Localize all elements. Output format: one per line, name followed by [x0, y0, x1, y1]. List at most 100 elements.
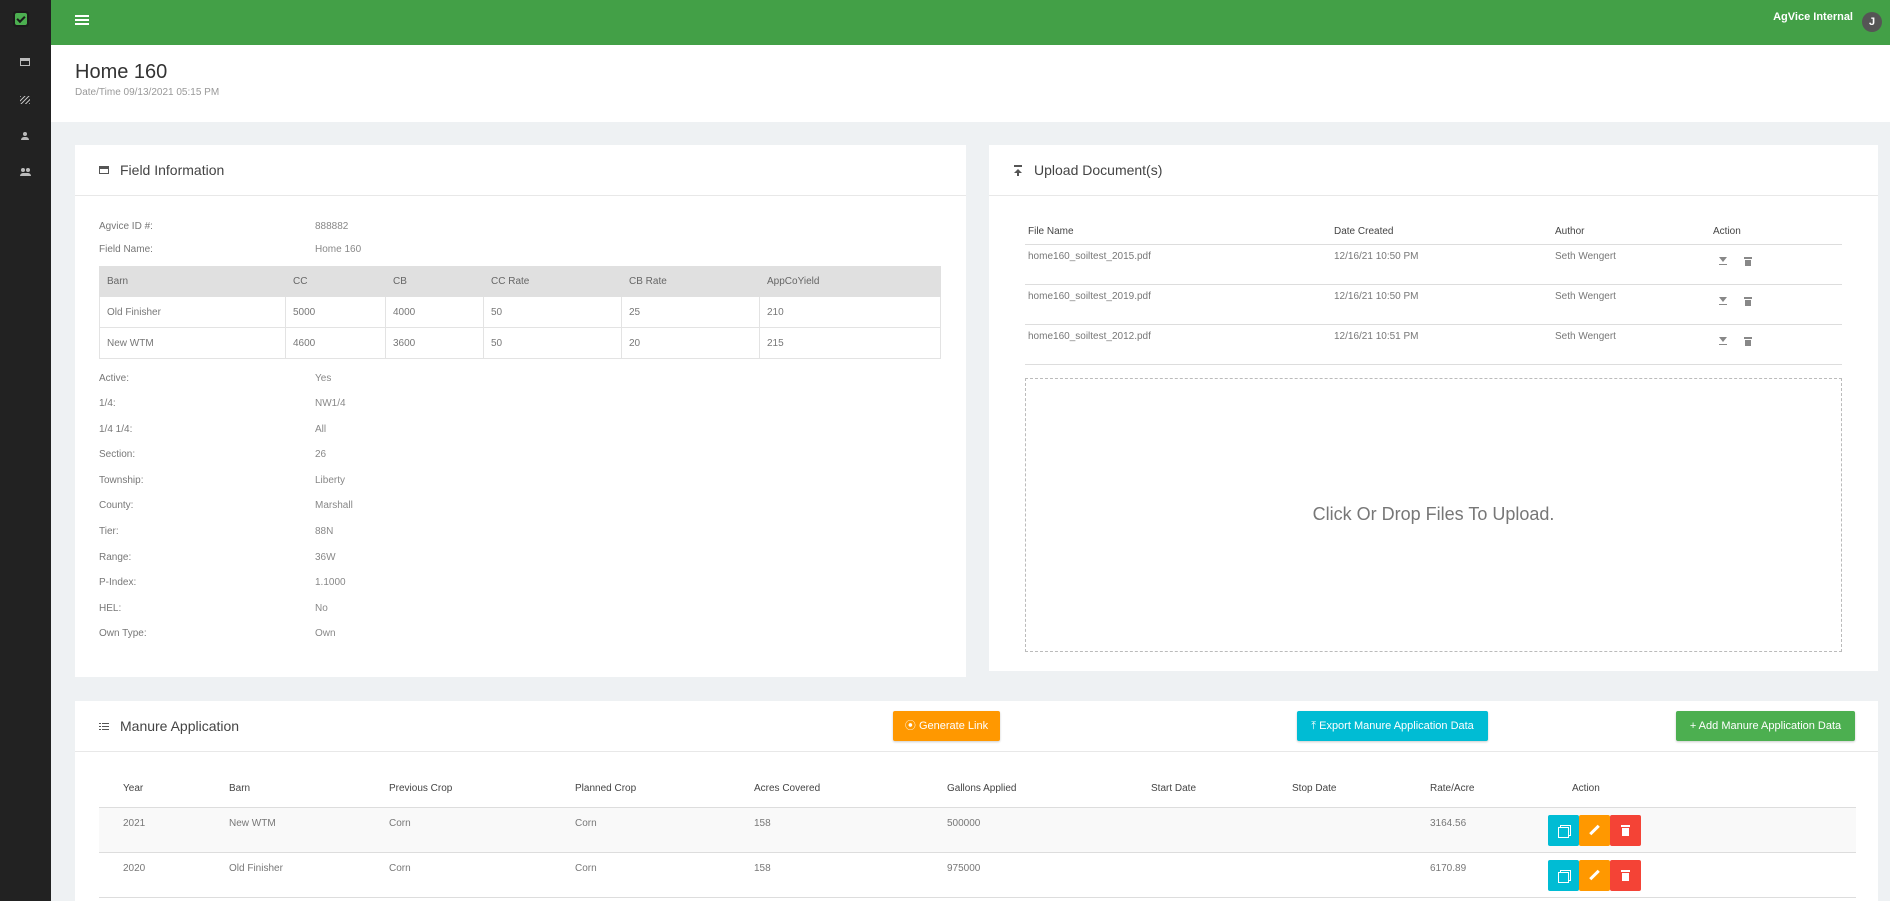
store-icon [99, 166, 109, 174]
table-cell: New WTM [99, 327, 286, 359]
rate-cell: 6170.89 [1406, 852, 1548, 898]
trash-icon[interactable] [1743, 256, 1752, 266]
manure-application-card: Manure Application ⦿ Generate Link ⤒ Exp… [75, 701, 1878, 901]
dropzone-text: Click Or Drop Files To Upload. [1312, 504, 1555, 524]
pattern-icon[interactable] [20, 96, 30, 104]
planned-crop-cell: Corn [551, 852, 730, 898]
info-label: HEL: [99, 603, 122, 614]
column-header: Stop Date [1268, 771, 1406, 808]
delete-button[interactable] [1610, 859, 1641, 891]
column-header: AppCoYield [759, 266, 941, 297]
menu-icon[interactable] [75, 15, 89, 25]
column-header: Action [1710, 218, 1842, 245]
column-header: Previous Crop [365, 771, 551, 808]
card-title: Upload Document(s) [1034, 162, 1163, 178]
app-logo-icon[interactable] [13, 11, 29, 27]
file-dropzone[interactable]: Click Or Drop Files To Upload. [1025, 378, 1842, 652]
table-row: New WTM 4600 3600 50 20 215 [99, 327, 941, 359]
barn-cell: Old Finisher [205, 852, 365, 898]
generate-link-button[interactable]: ⦿ Generate Link [893, 711, 1000, 741]
download-icon[interactable] [1719, 296, 1727, 306]
table-cell: 4600 [285, 327, 386, 359]
detail-row: Range: 36W [99, 552, 799, 568]
previous-crop-cell: Corn [365, 807, 551, 853]
date-created: 12/16/21 10:50 PM [1331, 244, 1552, 285]
download-icon[interactable] [1719, 256, 1727, 266]
year-cell: 2021 [99, 807, 205, 853]
column-header: Rate/Acre [1406, 771, 1548, 808]
barn-table: Barn CC CB CC Rate CB Rate AppCoYield Ol… [99, 266, 941, 359]
sidebar [0, 0, 51, 901]
info-value: Marshall [315, 500, 353, 511]
trash-icon[interactable] [1743, 336, 1752, 346]
column-header: Year [99, 771, 205, 808]
action-cell [1710, 284, 1842, 325]
field-information-card: Field Information Agvice ID #: 888882 Fi… [75, 145, 966, 677]
table-cell: 25 [621, 296, 760, 328]
copy-button[interactable] [1548, 814, 1579, 846]
table-cell: 3600 [385, 327, 484, 359]
card-header: Manure Application ⦿ Generate Link ⤒ Exp… [75, 701, 1878, 752]
info-label: Tier: [99, 526, 119, 537]
avatar[interactable]: J [1862, 12, 1882, 32]
card-header: Upload Document(s) [989, 145, 1878, 196]
table-row: home160_soiltest_2015.pdf 12/16/21 10:50… [1025, 244, 1842, 285]
info-label: Active: [99, 373, 130, 384]
person-icon[interactable] [20, 132, 30, 140]
info-value: All [315, 424, 327, 435]
table-cell: 210 [759, 296, 941, 328]
previous-crop-cell: Corn [365, 852, 551, 898]
detail-row: HEL: No [99, 603, 799, 619]
table-cell: 50 [483, 327, 622, 359]
column-header: Start Date [1127, 771, 1268, 808]
barn-cell: New WTM [205, 807, 365, 853]
people-icon[interactable] [20, 168, 32, 176]
column-header: CC Rate [483, 266, 622, 297]
start-date-cell [1127, 852, 1268, 898]
top-bar: AgVice Internal J [0, 0, 1890, 45]
table-row: home160_soiltest_2019.pdf 12/16/21 10:50… [1025, 284, 1842, 325]
author: Seth Wengert [1552, 324, 1710, 365]
export-manure-data-button[interactable]: ⤒ Export Manure Application Data [1297, 711, 1488, 741]
info-value: Yes [315, 373, 332, 384]
column-header: Action [1548, 771, 1856, 808]
file-name[interactable]: home160_soiltest_2012.pdf [1025, 324, 1331, 365]
detail-row: 1/4: NW1/4 [99, 398, 799, 414]
year-cell: 2020 [99, 852, 205, 898]
add-manure-data-button[interactable]: + Add Manure Application Data [1676, 711, 1855, 741]
table-row: home160_soiltest_2012.pdf 12/16/21 10:51… [1025, 324, 1842, 365]
edit-button[interactable] [1579, 814, 1610, 846]
detail-row: Own Type: Own [99, 628, 799, 644]
edit-button[interactable] [1579, 859, 1610, 891]
documents-table-header: File Name Date Created Author Action [1025, 218, 1842, 245]
info-value: 36W [315, 552, 336, 563]
detail-row: 1/4 1/4: All [99, 424, 799, 440]
store-icon[interactable] [20, 58, 30, 66]
info-value: 26 [315, 449, 327, 460]
file-name[interactable]: home160_soiltest_2015.pdf [1025, 244, 1331, 285]
trash-icon[interactable] [1743, 296, 1752, 306]
info-value: No [315, 603, 328, 614]
action-cell [1548, 807, 1856, 853]
download-icon[interactable] [1719, 336, 1727, 346]
info-label: Field Name: [99, 244, 153, 255]
stop-date-cell [1268, 852, 1406, 898]
rate-cell: 3164.56 [1406, 807, 1548, 853]
page-datetime: Date/Time 09/13/2021 05:15 PM [75, 87, 220, 98]
info-label: 1/4 1/4: [99, 424, 133, 435]
column-header: File Name [1025, 218, 1331, 245]
delete-button[interactable] [1610, 814, 1641, 846]
author: Seth Wengert [1552, 244, 1710, 285]
table-cell: 50 [483, 296, 622, 328]
card-title: Manure Application [120, 718, 240, 734]
author: Seth Wengert [1552, 284, 1710, 325]
info-label: Range: [99, 552, 132, 563]
column-header: Author [1552, 218, 1710, 245]
info-label: Own Type: [99, 628, 147, 639]
table-cell: 5000 [285, 296, 386, 328]
copy-button[interactable] [1548, 859, 1579, 891]
file-name[interactable]: home160_soiltest_2019.pdf [1025, 284, 1331, 325]
info-value: 888882 [315, 221, 349, 232]
manure-application-table: Year Barn Previous Crop Planned Crop Acr… [99, 771, 1856, 898]
table-row: 2020 Old Finisher Corn Corn 158 975000 6… [99, 852, 1856, 898]
